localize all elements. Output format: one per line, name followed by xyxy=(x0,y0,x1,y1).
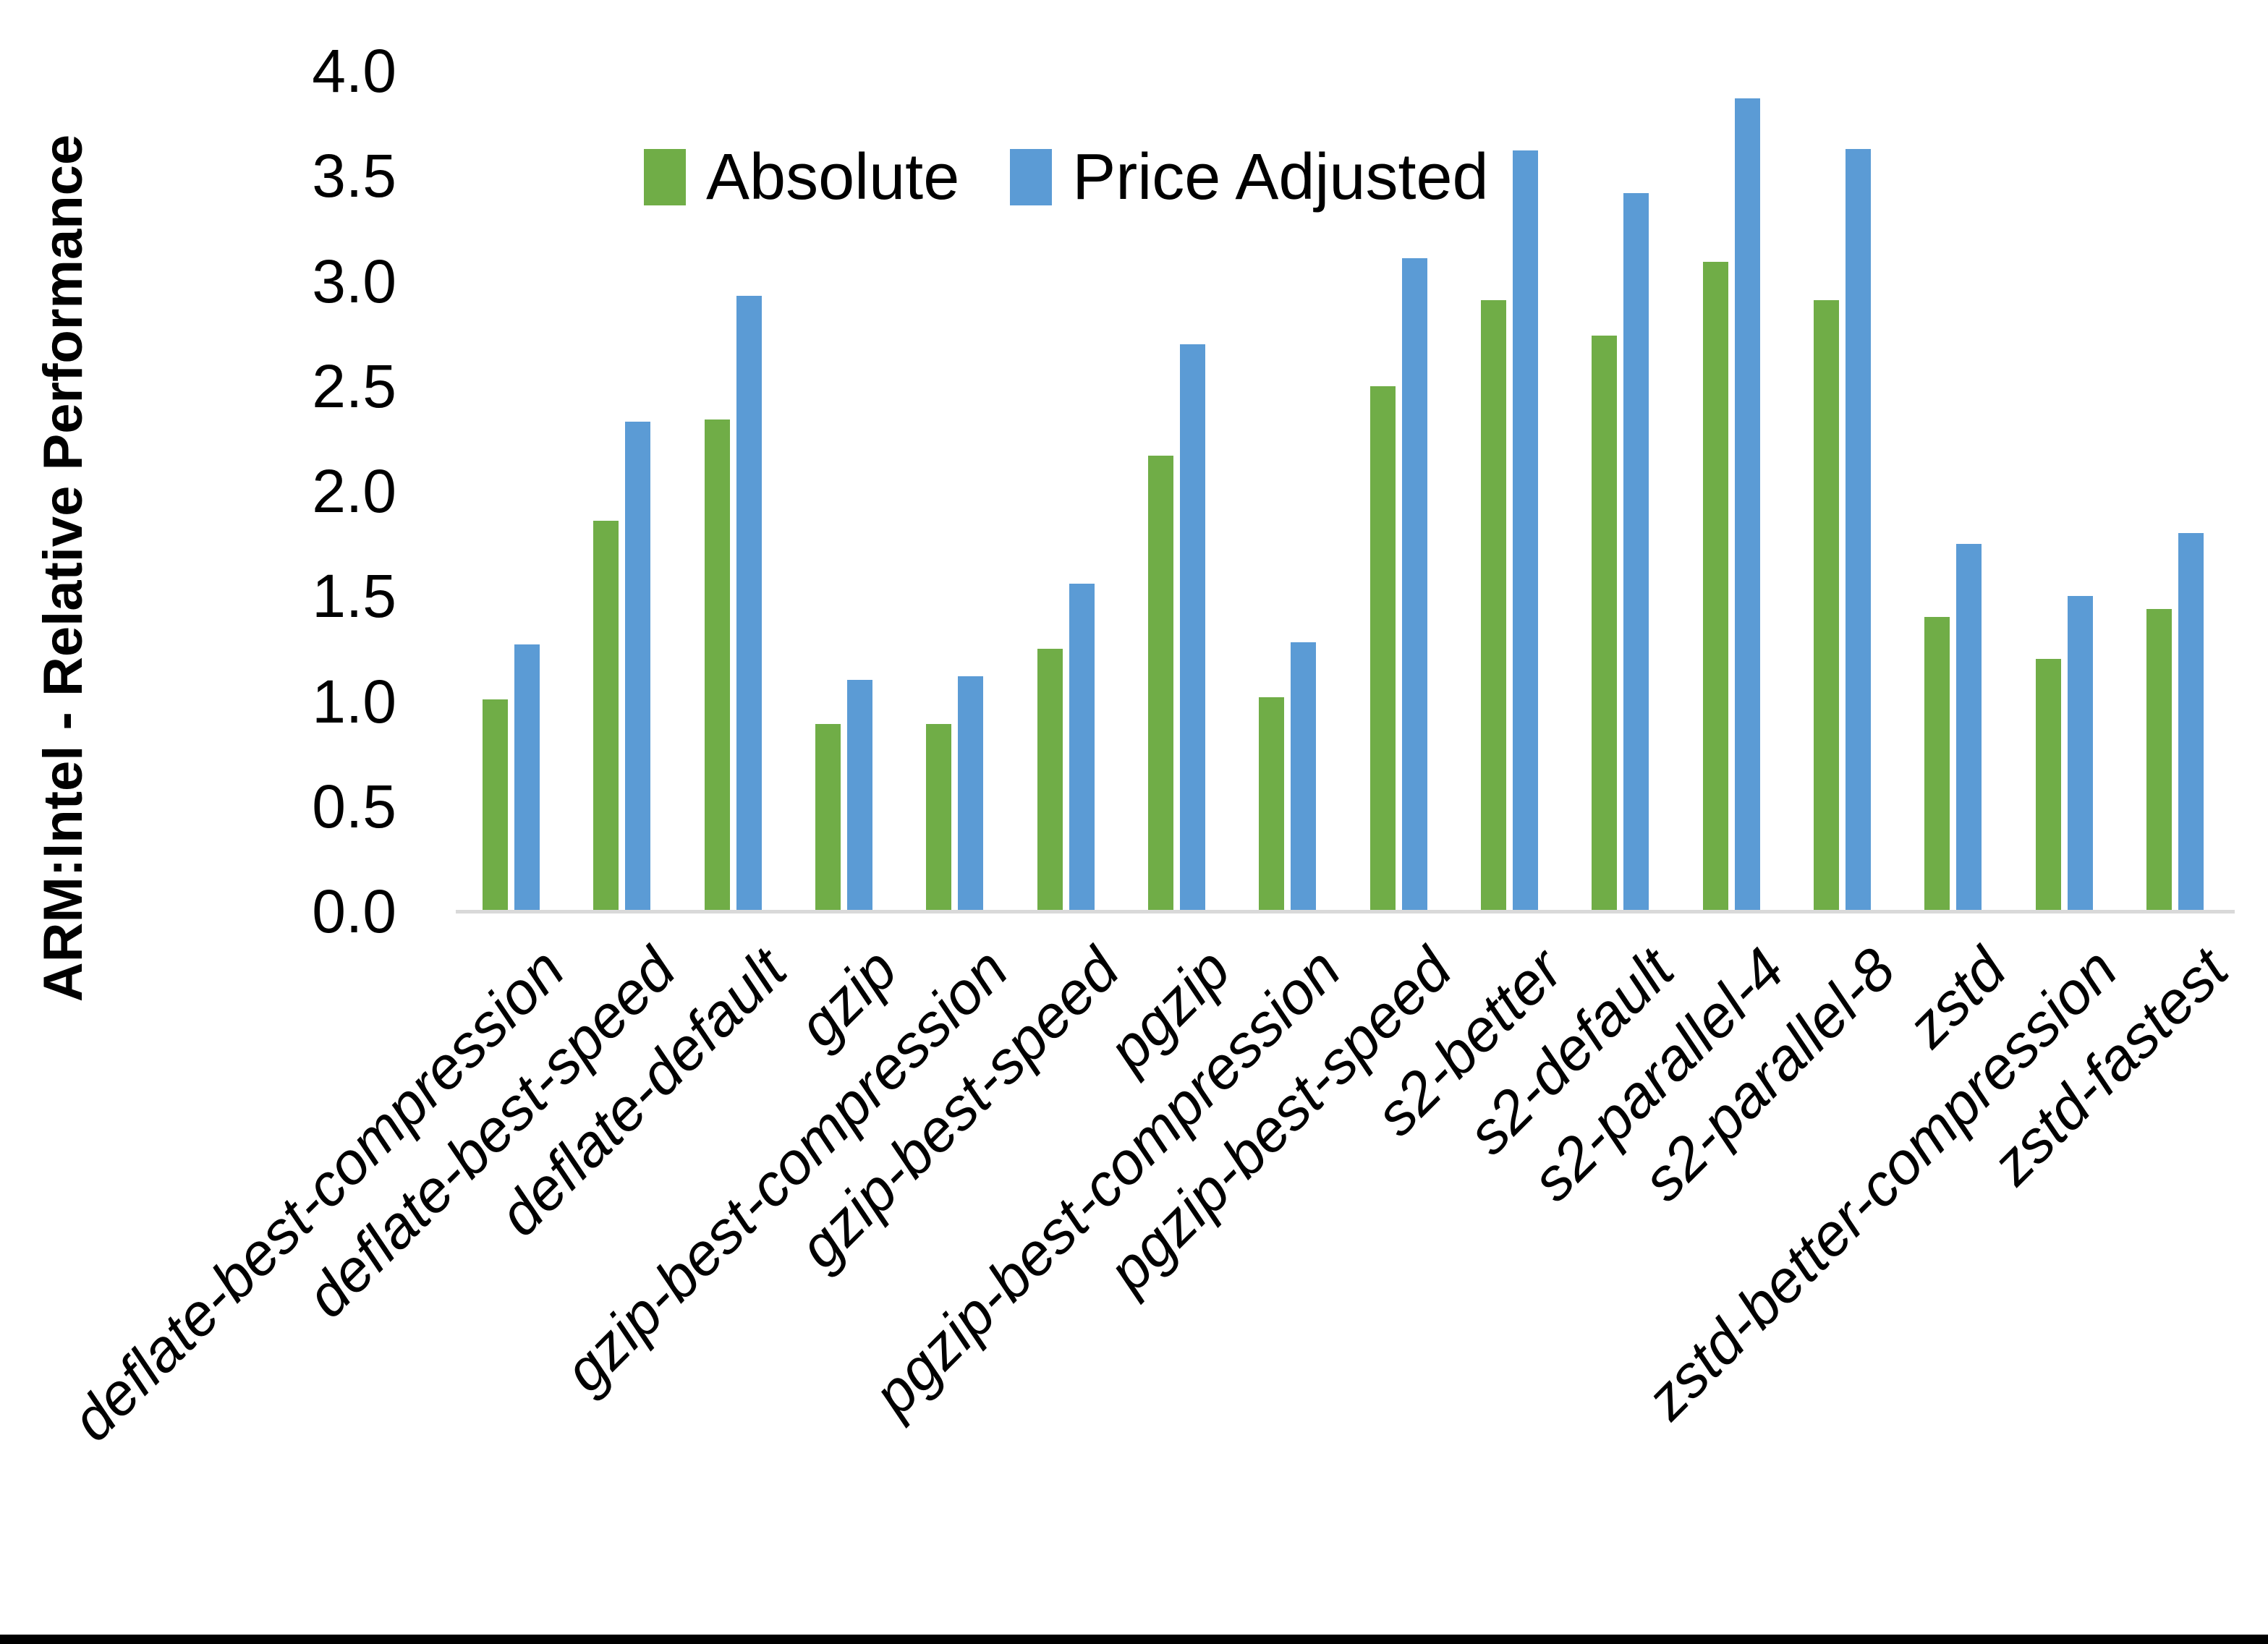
bar-price-adjusted xyxy=(958,676,984,911)
bar-price-adjusted xyxy=(1845,148,1871,911)
bar-absolute xyxy=(1148,455,1174,911)
legend: Absolute Price Adjusted xyxy=(644,145,1489,210)
bar-group-gzip-best-compression xyxy=(899,71,1010,911)
legend-label: Absolute xyxy=(706,141,960,213)
bar-group-gzip-best-speed xyxy=(1011,71,1121,911)
bar-absolute xyxy=(593,520,619,911)
bar-group-deflate-best-speed xyxy=(566,71,677,911)
bar-price-adjusted xyxy=(1291,642,1317,911)
bar-price-adjusted xyxy=(1512,150,1538,911)
y-tick-label: 0.5 xyxy=(312,772,396,840)
y-tick-label: 3.0 xyxy=(312,247,396,315)
bar-price-adjusted xyxy=(1180,344,1206,911)
bar-price-adjusted xyxy=(2178,533,2204,911)
bar-group-zstd-fastest xyxy=(2120,71,2230,911)
bar-absolute xyxy=(1480,299,1506,911)
bar-price-adjusted xyxy=(1401,257,1427,911)
legend-swatch-icon xyxy=(644,149,686,205)
bar-absolute xyxy=(1702,262,1728,911)
bar-absolute xyxy=(1592,336,1618,911)
bars-container xyxy=(456,71,2230,911)
legend-swatch-icon xyxy=(1010,149,1053,205)
plot-area xyxy=(456,71,2235,913)
x-axis-line xyxy=(456,910,2235,913)
bar-group-deflate-best-compression xyxy=(456,71,566,911)
bar-absolute xyxy=(1369,386,1396,911)
bar-absolute xyxy=(1259,697,1285,911)
bar-price-adjusted xyxy=(847,680,873,911)
y-tick-label: 1.0 xyxy=(312,667,396,736)
bar-absolute xyxy=(926,724,952,911)
y-axis-title-text: ARM:Intel - Relative Performance xyxy=(33,134,95,1002)
bar-price-adjusted xyxy=(1956,543,1982,911)
bar-group-s2-default xyxy=(1565,71,1675,911)
bar-absolute xyxy=(815,724,841,911)
legend-label: Price Adjusted xyxy=(1072,141,1489,213)
bar-price-adjusted xyxy=(625,422,651,911)
y-tick-label: 2.0 xyxy=(312,457,396,525)
legend-item-price-adjusted: Price Adjusted xyxy=(1010,141,1489,213)
bar-group-pgzip xyxy=(1121,71,1232,911)
legend-item-absolute: Absolute xyxy=(644,145,959,210)
bar-absolute xyxy=(1037,648,1063,911)
bar-price-adjusted xyxy=(2067,596,2093,911)
bar-price-adjusted xyxy=(1069,583,1095,911)
bar-group-gzip xyxy=(789,71,899,911)
bar-group-deflate-default xyxy=(678,71,789,911)
bar-price-adjusted xyxy=(1734,98,1760,911)
bar-absolute xyxy=(2035,659,2061,911)
y-axis-title: ARM:Intel - Relative Performance xyxy=(13,51,114,1085)
y-tick-label: 0.0 xyxy=(312,877,396,945)
bar-absolute xyxy=(1924,617,1950,911)
bottom-black-strip xyxy=(0,1635,2268,1644)
y-tick-label: 2.5 xyxy=(312,352,396,420)
y-tick-label: 3.5 xyxy=(312,142,396,210)
bar-group-pgzip-best-speed xyxy=(1343,71,1454,911)
bar-absolute xyxy=(483,699,509,911)
bar-group-zstd-better-compression xyxy=(2008,71,2119,911)
bar-absolute xyxy=(1813,299,1839,911)
bar-price-adjusted xyxy=(1623,192,1649,911)
bar-absolute xyxy=(704,419,730,911)
y-tick-label: 1.5 xyxy=(312,562,396,631)
bar-group-zstd xyxy=(1898,71,2008,911)
bar-group-s2-parallel-8 xyxy=(1787,71,1898,911)
bar-group-s2-better xyxy=(1454,71,1565,911)
bar-group-pgzip-best-compression xyxy=(1232,71,1343,911)
bar-price-adjusted xyxy=(736,295,762,911)
bar-absolute xyxy=(2146,608,2172,911)
bar-price-adjusted xyxy=(514,644,540,911)
y-tick-label: 4.0 xyxy=(312,37,396,105)
bar-group-s2-parallel-4 xyxy=(1675,71,1786,911)
